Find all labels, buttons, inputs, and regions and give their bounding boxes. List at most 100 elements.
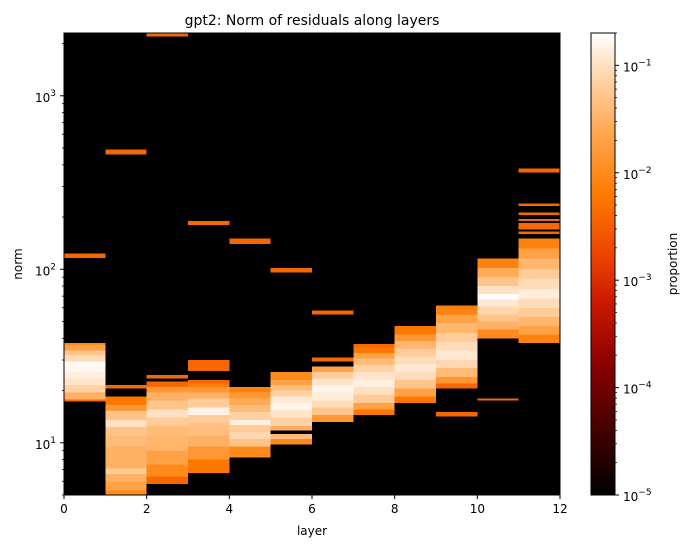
heatmap-cell (518, 238, 560, 249)
heatmap-cell (188, 423, 230, 436)
heatmap-cell (105, 405, 147, 412)
heatmap-cell (229, 439, 271, 447)
colorbar-tick-label: 10−3 (623, 273, 652, 289)
heatmap-cell (353, 409, 395, 415)
heatmap-cell (188, 407, 230, 415)
heatmap-cell (64, 350, 106, 356)
heatmap-cell (146, 435, 188, 451)
colorbar-label: proportion (666, 233, 680, 296)
heatmap-cell (229, 398, 271, 406)
x-tick-label: 10 (470, 502, 485, 516)
heatmap-cell (518, 168, 560, 173)
heatmap-cell (353, 344, 395, 348)
heatmap-cell (188, 383, 230, 387)
heatmap-cell (436, 342, 478, 351)
heatmap-cell (105, 396, 147, 406)
heatmap-cell (229, 432, 271, 440)
heatmap-cell (105, 149, 147, 155)
heatmap-cell (270, 409, 312, 418)
heatmap-cell (146, 375, 188, 379)
heatmap-cell (146, 476, 188, 484)
heatmap-cell (477, 306, 519, 315)
heatmap-cell (518, 248, 560, 259)
heatmap-cell (64, 253, 106, 259)
heatmap-cell (188, 380, 230, 384)
heatmap-cell (146, 425, 188, 436)
heatmap-cell (64, 366, 106, 373)
heatmap-cell (477, 258, 519, 268)
heatmap-cell (518, 298, 560, 308)
heatmap-cell (105, 459, 147, 469)
heatmap-cell (105, 490, 147, 495)
heatmap-cell (105, 446, 147, 460)
heatmap-cell (270, 390, 312, 397)
heatmap-cell (312, 414, 354, 422)
heatmap-cell (146, 409, 188, 418)
heatmap-cell (353, 386, 395, 395)
y-tick-label: 101 (35, 436, 56, 452)
heatmap-cell (105, 411, 147, 421)
heatmap-cell (64, 392, 106, 400)
heatmap-cell (477, 321, 519, 330)
heatmap-cell (353, 347, 395, 353)
heatmap-cell (477, 277, 519, 287)
x-tick-label: 6 (308, 502, 316, 516)
heatmap-cell (229, 386, 271, 393)
heatmap-cell (394, 334, 436, 342)
heatmap-cell (312, 378, 354, 386)
y-tick-label: 102 (35, 262, 56, 278)
heatmap-cell (229, 405, 271, 413)
heatmap-cell (312, 400, 354, 408)
heatmap-cell (312, 407, 354, 415)
heatmap-cell (353, 358, 395, 366)
x-tick-label: 8 (391, 502, 399, 516)
heatmap-cell (64, 372, 106, 379)
heatmap-cell (188, 220, 230, 225)
heatmap-cell (436, 383, 478, 389)
heatmap-cell (229, 420, 271, 425)
colorbar (591, 33, 615, 495)
heatmap-cell (518, 231, 560, 234)
y-axis-label: norm (11, 248, 25, 279)
heatmap-cell (394, 348, 436, 357)
heatmap-cell (436, 412, 478, 417)
x-axis-label: layer (297, 524, 327, 538)
heatmap-cell (105, 385, 147, 389)
heatmap-cell (394, 363, 436, 373)
heatmap-cell (146, 417, 188, 426)
heatmap-cell (518, 317, 560, 327)
heatmap-cell (188, 459, 230, 473)
heatmap-cell (64, 385, 106, 393)
heatmap-cell (229, 424, 271, 433)
heatmap-cell (146, 392, 188, 401)
heatmap-cell (312, 357, 354, 362)
heatmap-cell (270, 385, 312, 391)
heatmap-cell (436, 367, 478, 377)
heatmap-cell (146, 381, 188, 387)
chart-title: gpt2: Norm of residuals along layers (185, 13, 440, 29)
x-tick-label: 2 (143, 502, 151, 516)
heatmap-cell (312, 310, 354, 315)
heatmap-cell (64, 399, 106, 402)
heatmap-cell (436, 359, 478, 368)
heatmap-cell (146, 33, 188, 37)
heatmap-cell (270, 267, 312, 273)
heatmap-cell (188, 414, 230, 424)
heatmap-cell (229, 238, 271, 244)
heatmap-cell (394, 380, 436, 389)
x-tick-label: 0 (60, 502, 68, 516)
heatmap-cell (436, 305, 478, 315)
heatmap-cell (64, 345, 106, 351)
heatmap-cell (394, 341, 436, 349)
heatmap-cell (105, 468, 147, 475)
heatmap-cell (270, 402, 312, 410)
heatmap-cell (477, 329, 519, 339)
heatmap-cell (270, 372, 312, 381)
heatmap-cell (353, 372, 395, 381)
heatmap-cell (312, 372, 354, 379)
heatmap-cell (518, 212, 560, 216)
heatmap-cell (229, 392, 271, 399)
heatmap-cell (64, 361, 106, 367)
y-tick-label: 103 (35, 89, 56, 105)
